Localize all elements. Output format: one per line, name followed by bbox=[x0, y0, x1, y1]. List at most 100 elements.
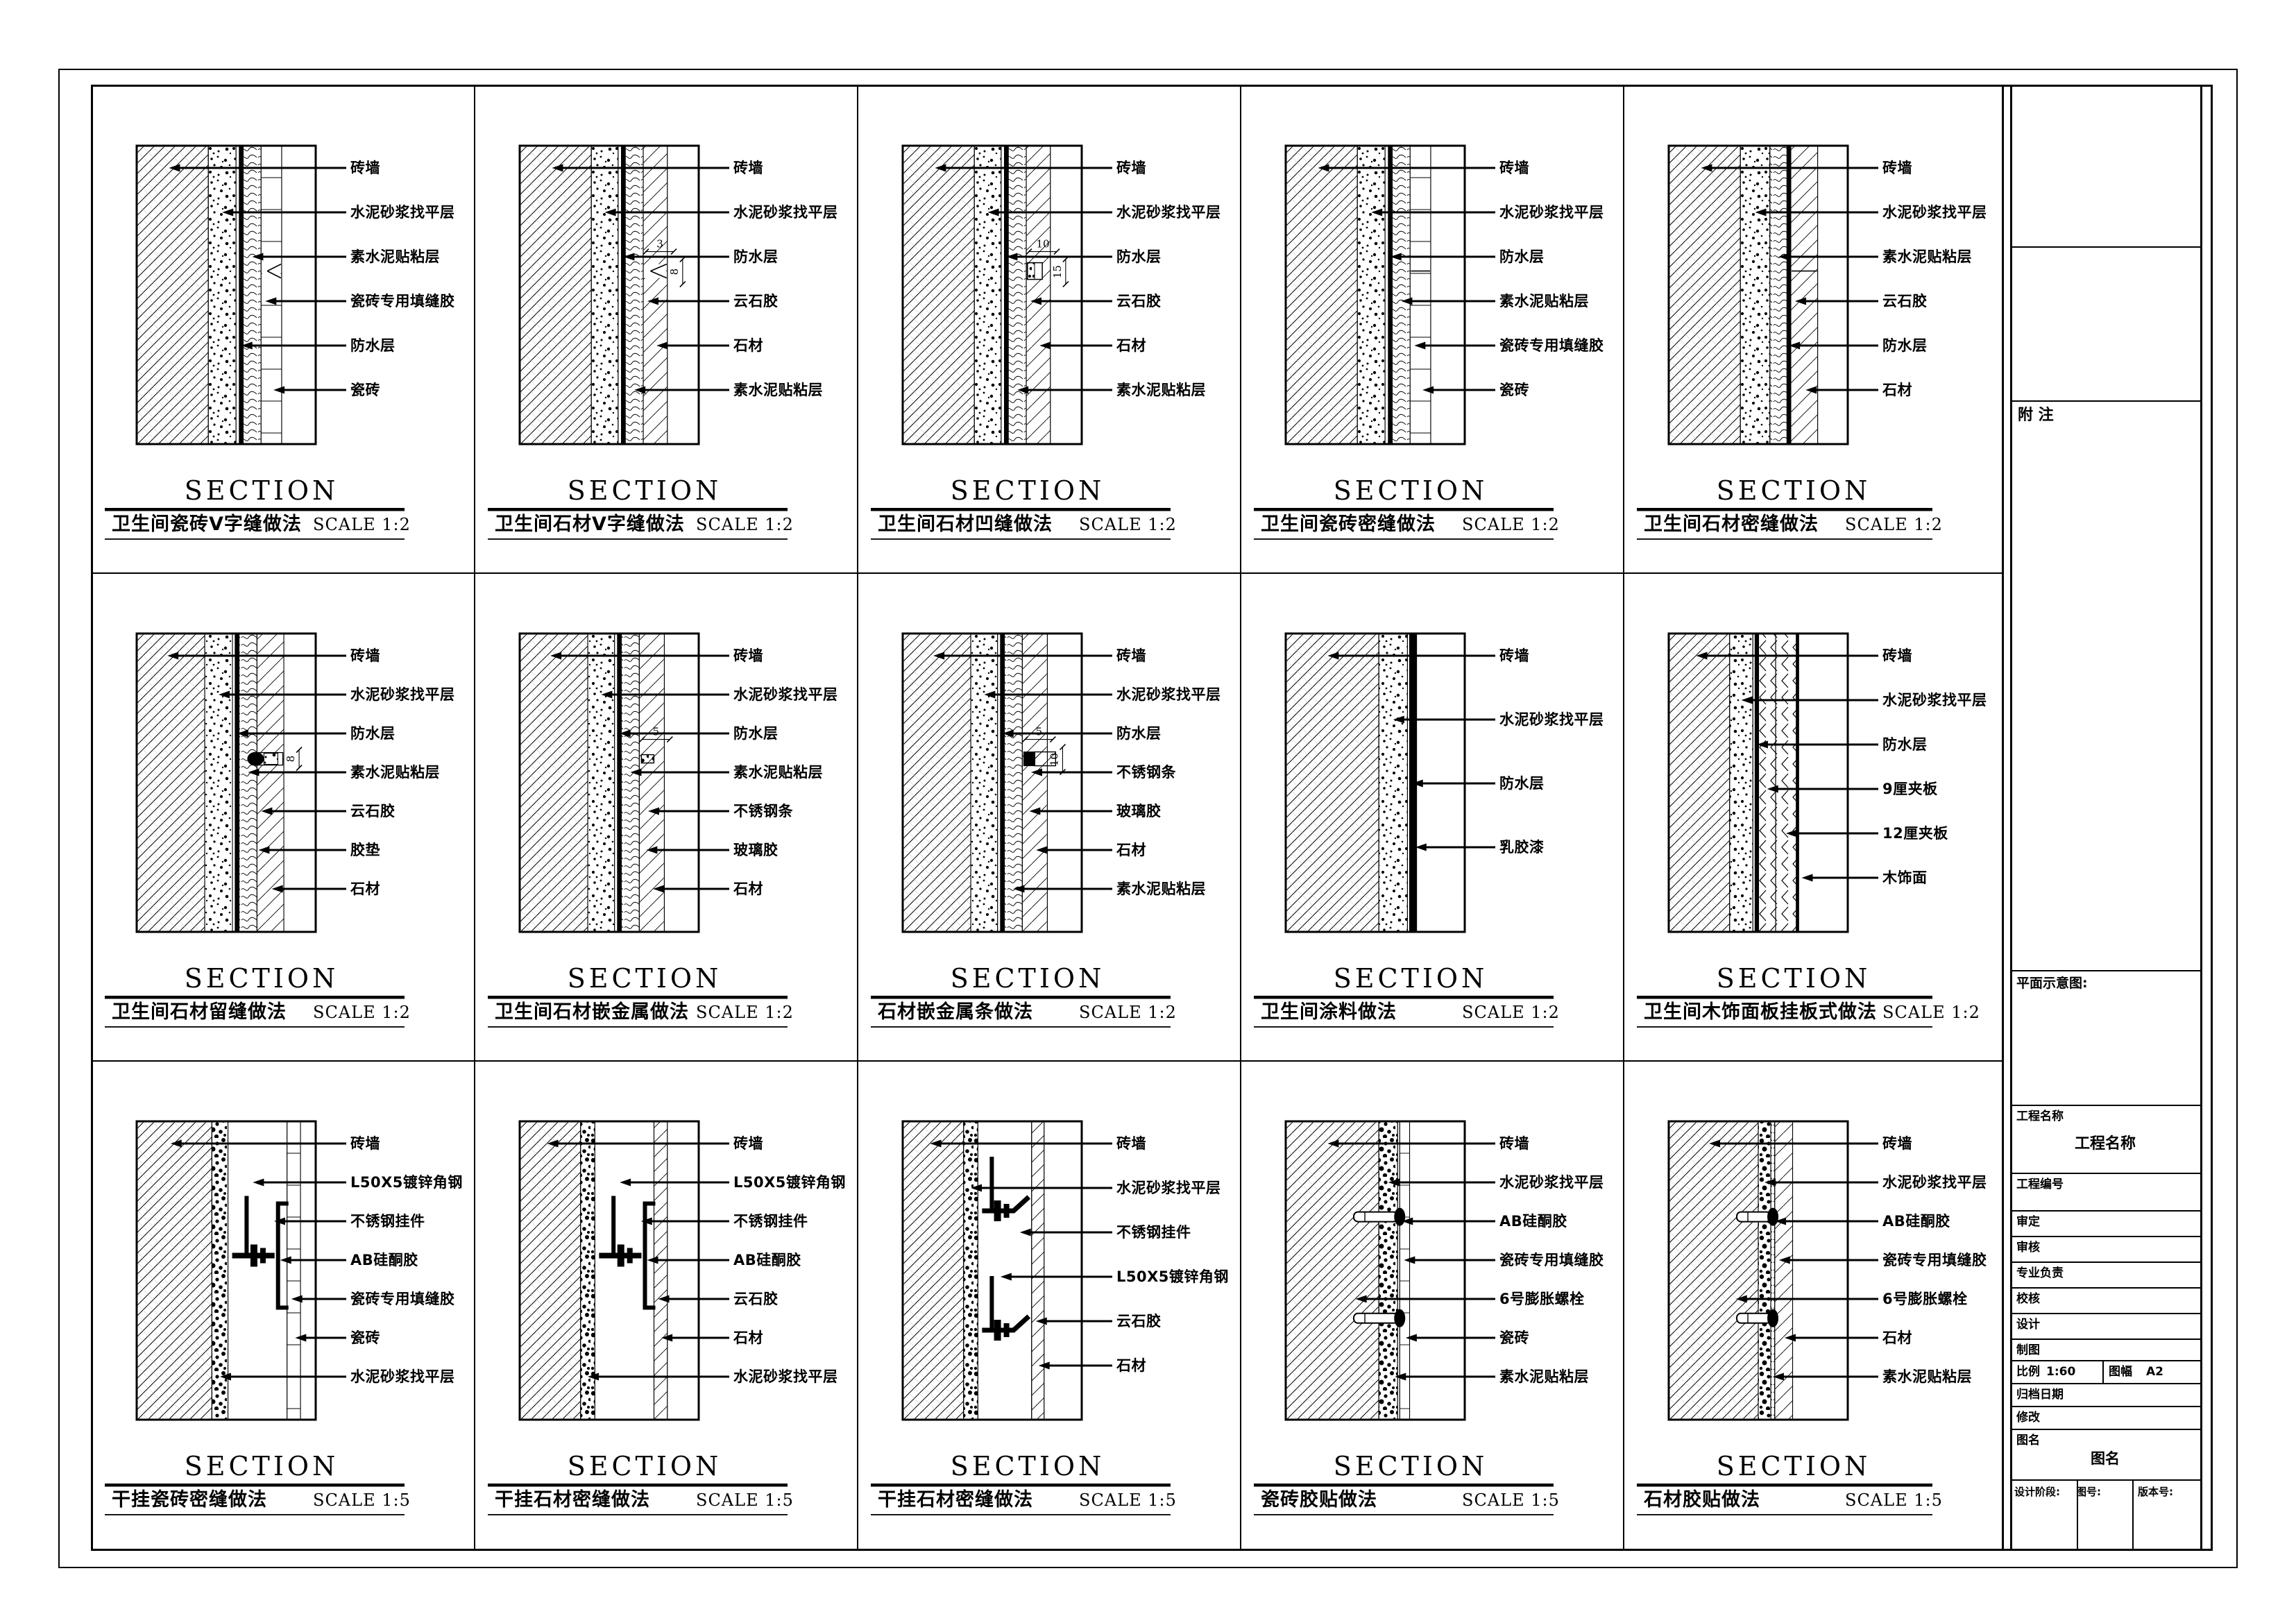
layer-label: 石材 bbox=[1116, 842, 1146, 858]
leader-arrow bbox=[219, 1373, 231, 1381]
detail-title: 干挂瓷砖密缝做法 bbox=[112, 1488, 267, 1511]
leader-arrow bbox=[1390, 253, 1402, 261]
leader-arrow bbox=[1039, 341, 1051, 350]
titleblock-sheetsize-value: A2 bbox=[2146, 1365, 2163, 1379]
layer-label: 水泥砂浆找平层 bbox=[733, 204, 838, 221]
leader-arrow bbox=[1415, 843, 1427, 851]
leader-arrow bbox=[547, 1139, 559, 1148]
layer-label: 云石胶 bbox=[1882, 293, 1928, 309]
text-label: 3 bbox=[656, 238, 663, 250]
layer-label: 不锈钢挂件 bbox=[733, 1213, 808, 1230]
layer-label: 石材 bbox=[1116, 337, 1146, 354]
leader-arrow bbox=[1371, 208, 1383, 216]
layer-label: 砖墙 bbox=[1116, 160, 1146, 176]
layer-label: 9厘夹板 bbox=[1882, 781, 1938, 797]
leader-arrow bbox=[647, 297, 659, 305]
detail-scale: SCALE 1:2 bbox=[1845, 515, 1943, 534]
leader-arrow bbox=[1327, 652, 1339, 660]
layer-label: AB硅酮胶 bbox=[350, 1252, 418, 1268]
layer-label: 砖墙 bbox=[1499, 647, 1529, 664]
layer-label: 石材 bbox=[733, 1329, 763, 1346]
layer-label: 砖墙 bbox=[350, 160, 380, 176]
titleblock-separator bbox=[2010, 400, 2200, 402]
titleblock-bottom-divider-2 bbox=[2132, 1479, 2134, 1549]
layer-label: 石材 bbox=[1882, 382, 1912, 398]
leader-arrow bbox=[987, 208, 999, 216]
layer-label: 木饰面 bbox=[1882, 869, 1928, 886]
detail-title: 卫生间石材V字缝做法 bbox=[495, 513, 685, 535]
leader-arrow bbox=[1017, 386, 1029, 394]
detail-title: 卫生间石材凹缝做法 bbox=[878, 513, 1053, 535]
section-heading: SECTION bbox=[951, 1451, 1105, 1481]
titleblock-separator bbox=[2010, 1210, 2200, 1212]
detail-scale: SCALE 1:2 bbox=[1882, 1003, 1980, 1022]
layer-label: 素水泥贴粘层 bbox=[1499, 293, 1589, 309]
titleblock-notes-label: 附 注 bbox=[2018, 407, 2054, 424]
leader-arrow bbox=[1805, 386, 1817, 394]
detail-scale: SCALE 1:2 bbox=[696, 515, 794, 534]
layer-label: 防水层 bbox=[733, 725, 779, 742]
text-label: 10 bbox=[1048, 753, 1060, 766]
section-heading: SECTION bbox=[568, 963, 722, 994]
titleblock-row-label-7: 设计 bbox=[2016, 1318, 2040, 1332]
titleblock-separator bbox=[2010, 1236, 2200, 1237]
titleblock-bottom-label-1: 设计阶段: bbox=[2014, 1486, 2060, 1498]
leader-arrow bbox=[1778, 1256, 1790, 1264]
layer-label: 瓷砖专用填缝胶 bbox=[1499, 1252, 1604, 1268]
titleblock-separator bbox=[2010, 1261, 2200, 1263]
leader-arrow bbox=[1029, 807, 1041, 815]
leader-arrow bbox=[984, 690, 996, 699]
grid-hline-2 bbox=[91, 1060, 2002, 1062]
layer-label: AB硅酮胶 bbox=[733, 1252, 801, 1268]
leader-arrow bbox=[1755, 208, 1767, 216]
detail-cell-5: 砖墙 水泥砂浆找平层 素水泥贴粘层 云石胶 防水层 石材 SECTION 卫生间石材密缝做法 S… bbox=[1623, 85, 2002, 572]
layer-label: 石材 bbox=[733, 337, 763, 354]
leader-arrow bbox=[647, 807, 659, 815]
leader-arrow bbox=[1327, 1139, 1339, 1148]
detail-cell-13: 砖墙 水泥砂浆找平层 不锈钢挂件 L50X5镀锌角钢 云石胶 石材 SECTION 干挂石材密… bbox=[857, 1060, 1240, 1549]
layer-label: L50X5镀锌角钢 bbox=[350, 1174, 463, 1191]
leader-arrow bbox=[1794, 297, 1806, 305]
titleblock-drawing-name-value: 图名 bbox=[2091, 1450, 2120, 1467]
layer-label: 水泥砂浆找平层 bbox=[1882, 1174, 1987, 1191]
detail-scale: SCALE 1:2 bbox=[1462, 1003, 1560, 1022]
titleblock-separator bbox=[2010, 1383, 2200, 1384]
titleblock-row-label-4: 审核 bbox=[2016, 1241, 2040, 1255]
leader-arrow bbox=[601, 690, 613, 699]
section-heading: SECTION bbox=[951, 963, 1105, 994]
leader-arrow bbox=[1767, 785, 1778, 793]
titleblock-row-label-6: 校核 bbox=[2016, 1292, 2040, 1306]
section-heading: SECTION bbox=[1717, 1451, 1871, 1481]
layer-label: AB硅酮胶 bbox=[1882, 1213, 1950, 1230]
layer-label: 12厘夹板 bbox=[1882, 825, 1948, 842]
layer-label: 砖墙 bbox=[350, 1135, 380, 1152]
layer-label: 素水泥贴粘层 bbox=[350, 764, 440, 781]
titleblock-row-label-11: 修改 bbox=[2016, 1411, 2040, 1425]
layer-label: 瓷砖 bbox=[1499, 382, 1529, 398]
leader-arrow bbox=[1801, 874, 1813, 882]
layer-label: 防水层 bbox=[1116, 248, 1162, 265]
leader-arrow bbox=[1784, 1334, 1796, 1342]
leader-arrow bbox=[1318, 164, 1329, 172]
leader-arrow bbox=[1038, 1361, 1050, 1370]
detail-scale: SCALE 1:5 bbox=[696, 1490, 794, 1510]
titleblock-row-label-10: 归档日期 bbox=[2016, 1388, 2064, 1402]
detail-title: 卫生间石材密缝做法 bbox=[1644, 513, 1819, 535]
layer-label: 砖墙 bbox=[1116, 1135, 1146, 1152]
detail-scale: SCALE 1:5 bbox=[1079, 1490, 1177, 1510]
section-heading: SECTION bbox=[1334, 963, 1488, 994]
section-heading: SECTION bbox=[1717, 963, 1871, 994]
detail-cell-12: 砖墙 L50X5镀锌角钢 不锈钢挂件 AB硅酮胶 云石胶 石材 水泥砂浆找平层 SECTION… bbox=[474, 1060, 857, 1549]
titleblock-project-name-value: 工程名称 bbox=[2074, 1135, 2136, 1153]
leader-arrow bbox=[1036, 846, 1048, 854]
section-heading: SECTION bbox=[1334, 1451, 1488, 1481]
leader-arrow bbox=[253, 1178, 264, 1187]
leader-arrow bbox=[219, 690, 230, 699]
leader-arrow bbox=[291, 1295, 303, 1303]
layer-label: 砖墙 bbox=[350, 647, 380, 664]
